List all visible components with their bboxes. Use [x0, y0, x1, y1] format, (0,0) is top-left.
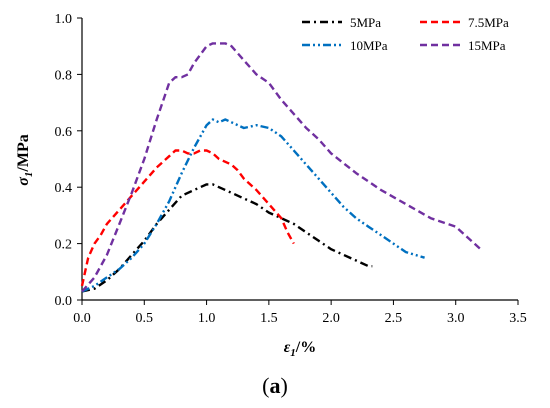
y-tick-label: 0.0 — [55, 294, 73, 309]
y-axis-title: σ1/MPa — [15, 134, 35, 185]
series-lines — [80, 42, 482, 293]
y-axis-symbol: σ — [15, 177, 32, 186]
x-tick-label: 3.5 — [509, 311, 527, 326]
x-axis-unit: /% — [295, 339, 316, 356]
legend-label-2: 10MPa — [350, 38, 388, 53]
x-tick-label: 2.0 — [322, 311, 340, 326]
x-axis-subscript: 1 — [290, 347, 296, 359]
panel-label-open: ( — [262, 373, 269, 398]
x-axis-title: ε1/% — [284, 339, 317, 359]
series-line-3 — [81, 42, 482, 293]
series-line-2 — [81, 118, 425, 293]
y-tick-label: 0.8 — [55, 68, 73, 83]
legend: 5MPa 7.5MPa 10MPa 15MPa — [302, 15, 509, 53]
x-tick-label: 1.0 — [198, 311, 216, 326]
x-tick-label: 1.5 — [260, 311, 278, 326]
series-line-1 — [80, 149, 295, 287]
y-tick-label: 1.0 — [55, 12, 73, 27]
y-tick-label: 0.2 — [55, 238, 73, 253]
x-tick-label: 0.5 — [136, 311, 154, 326]
y-axis-unit: /MPa — [15, 134, 32, 172]
panel-label-letter: a — [270, 373, 281, 398]
x-axis-symbol: ε — [284, 339, 291, 356]
y-tick-label: 0.6 — [55, 125, 73, 140]
x-tick-label: 3.0 — [447, 311, 465, 326]
panel-label-close: ) — [281, 373, 288, 398]
axes — [81, 18, 518, 301]
axis-ticks: 0.0 0.5 1.0 1.5 2.0 2.5 3.0 3.5 0.0 0.2 0.4 0.6 0.8 1… — [55, 12, 527, 326]
y-tick-label: 0.4 — [55, 181, 73, 196]
x-tick-label: 2.5 — [385, 311, 403, 326]
x-tick-label: 0.0 — [73, 311, 91, 326]
legend-label-0: 5MPa — [350, 15, 381, 30]
y-axis-subscript: 1 — [23, 172, 35, 178]
series-line-0 — [81, 183, 373, 293]
legend-label-1: 7.5MPa — [468, 15, 509, 30]
legend-label-3: 15MPa — [468, 38, 506, 53]
panel-label: (a) — [262, 373, 288, 398]
